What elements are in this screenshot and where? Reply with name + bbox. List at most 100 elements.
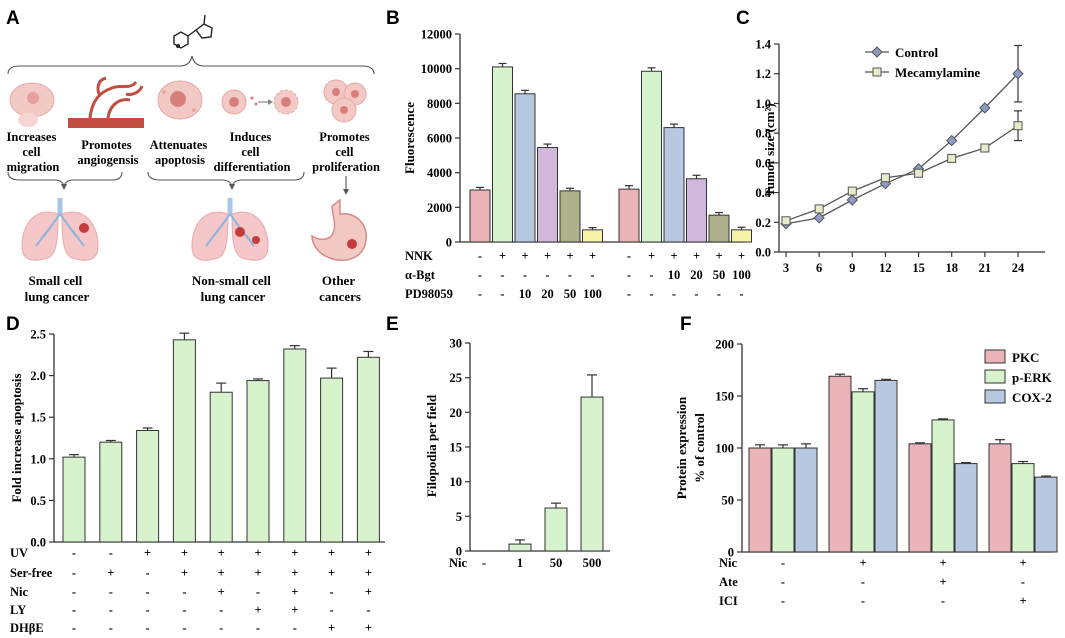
y-tick-label: 6000 xyxy=(427,132,452,146)
effect-label-differentiation: Induces cell differentiation xyxy=(214,130,291,174)
condition-value: + xyxy=(589,249,596,263)
bar-pkc xyxy=(908,443,932,553)
bar-p-erk xyxy=(1011,463,1035,553)
y-tick-label: 0 xyxy=(728,546,734,560)
disease-label-small-cell: Small cell lung cancer xyxy=(25,273,90,304)
apoptosis-icon xyxy=(157,80,203,120)
condition-row-label: DHβE xyxy=(10,621,44,635)
condition-value: - xyxy=(219,621,223,635)
bar xyxy=(708,214,730,243)
data-point-mecamylamine xyxy=(914,168,924,178)
condition-value: 50 xyxy=(550,556,563,570)
x-tick-label: 24 xyxy=(1012,261,1025,275)
x-tick-label: 18 xyxy=(945,261,958,275)
condition-value: - xyxy=(781,556,785,570)
condition-value: - xyxy=(109,585,113,599)
condition-value: - xyxy=(72,621,76,635)
bar xyxy=(582,229,603,243)
condition-value: - xyxy=(109,621,113,635)
condition-value: + xyxy=(254,603,261,617)
panel-label-b: B xyxy=(386,8,400,29)
condition-value: + xyxy=(254,566,261,580)
condition-value: + xyxy=(544,249,551,263)
legend-label: Mecamylamine xyxy=(895,65,980,80)
bar xyxy=(731,229,752,243)
condition-value: 10 xyxy=(519,287,532,301)
y-tick-label: 1.0 xyxy=(755,97,771,111)
y-tick-label: 100 xyxy=(715,442,734,456)
condition-value: - xyxy=(256,621,260,635)
condition-value: + xyxy=(218,566,225,580)
condition-value: - xyxy=(781,575,785,589)
bar xyxy=(320,377,344,543)
condition-value: + xyxy=(365,621,372,635)
condition-value: + xyxy=(499,249,506,263)
condition-value: + xyxy=(291,566,298,580)
condition-value: - xyxy=(739,287,743,301)
legend-label: PKC xyxy=(1012,350,1039,365)
y-tick-label: 1.4 xyxy=(755,38,771,52)
condition-row-label: ICI xyxy=(719,594,738,608)
y-axis-title-line: Protein expression xyxy=(674,396,689,499)
data-point-mecamylamine xyxy=(980,143,990,153)
y-tick-label: 10000 xyxy=(421,62,452,76)
condition-value: 100 xyxy=(732,268,751,282)
condition-value: + xyxy=(715,249,722,263)
condition-value: + xyxy=(521,249,528,263)
condition-value: - xyxy=(590,268,594,282)
condition-row-label: Ate xyxy=(719,575,738,589)
disease-label-other: Other cancers xyxy=(319,273,361,304)
y-tick-label: 150 xyxy=(715,390,734,404)
condition-value: - xyxy=(478,268,482,282)
condition-value: - xyxy=(478,287,482,301)
condition-value: - xyxy=(478,249,482,263)
panel-d-apoptosis-chart: 0.0 0.5 1.0 1.5 2.0 2.5 Fold increase apoptosi… xyxy=(9,328,385,635)
condition-value: + xyxy=(670,249,677,263)
condition-value: + xyxy=(328,546,335,560)
condition-value: + xyxy=(218,546,225,560)
condition-value: 10 xyxy=(668,268,681,282)
x-tick-label: 21 xyxy=(979,261,992,275)
effect-label-angiogenesis: Promotes angiogensis xyxy=(77,138,138,167)
y-tick-label: 10 xyxy=(450,475,463,489)
condition-value: + xyxy=(291,585,298,599)
condition-value: + xyxy=(328,621,335,635)
bar-pkc xyxy=(828,375,852,553)
x-tick-label: 6 xyxy=(816,261,822,275)
bar-p-erk xyxy=(771,447,795,553)
condition-value: - xyxy=(861,594,865,608)
panel-label-a: A xyxy=(6,8,20,29)
bar xyxy=(209,391,233,543)
bar xyxy=(246,380,270,543)
y-tick-label: 50 xyxy=(722,494,735,508)
condition-value: - xyxy=(182,621,186,635)
panel-f-protein-chart: 0 50 100 150 200 Protein expression% of contr… xyxy=(674,338,1058,608)
y-tick-label: 15 xyxy=(450,441,463,455)
panel-b-fluorescence-chart: 0 2000 4000 6000 8000 10000 12000 Fluorescence N… xyxy=(402,28,752,301)
bar xyxy=(62,456,86,543)
condition-row-label: Ser-free xyxy=(10,566,53,580)
bar xyxy=(492,66,513,243)
y-tick-label: 0.6 xyxy=(755,156,771,170)
data-point-control xyxy=(813,212,825,224)
condition-value: + xyxy=(738,249,745,263)
series-line-0 xyxy=(785,73,1019,225)
condition-row-label: Nic xyxy=(10,585,29,599)
condition-value: - xyxy=(1021,575,1025,589)
condition-value: - xyxy=(109,546,113,560)
condition-value: - xyxy=(182,585,186,599)
bar xyxy=(99,441,123,543)
bar-p-erk xyxy=(851,391,875,553)
condition-value: - xyxy=(72,585,76,599)
condition-value: + xyxy=(181,546,188,560)
legend-label: COX-2 xyxy=(1012,390,1052,405)
condition-value: + xyxy=(218,585,225,599)
y-axis-title-line: % of control xyxy=(692,413,707,483)
bar-cox-2 xyxy=(794,447,818,553)
cell-migration-icon xyxy=(9,82,55,127)
condition-value: + xyxy=(365,546,372,560)
condition-value: - xyxy=(256,585,260,599)
condition-value: 500 xyxy=(583,556,602,570)
y-tick-label: 1.2 xyxy=(755,67,771,81)
x-tick-label: 15 xyxy=(912,261,925,275)
